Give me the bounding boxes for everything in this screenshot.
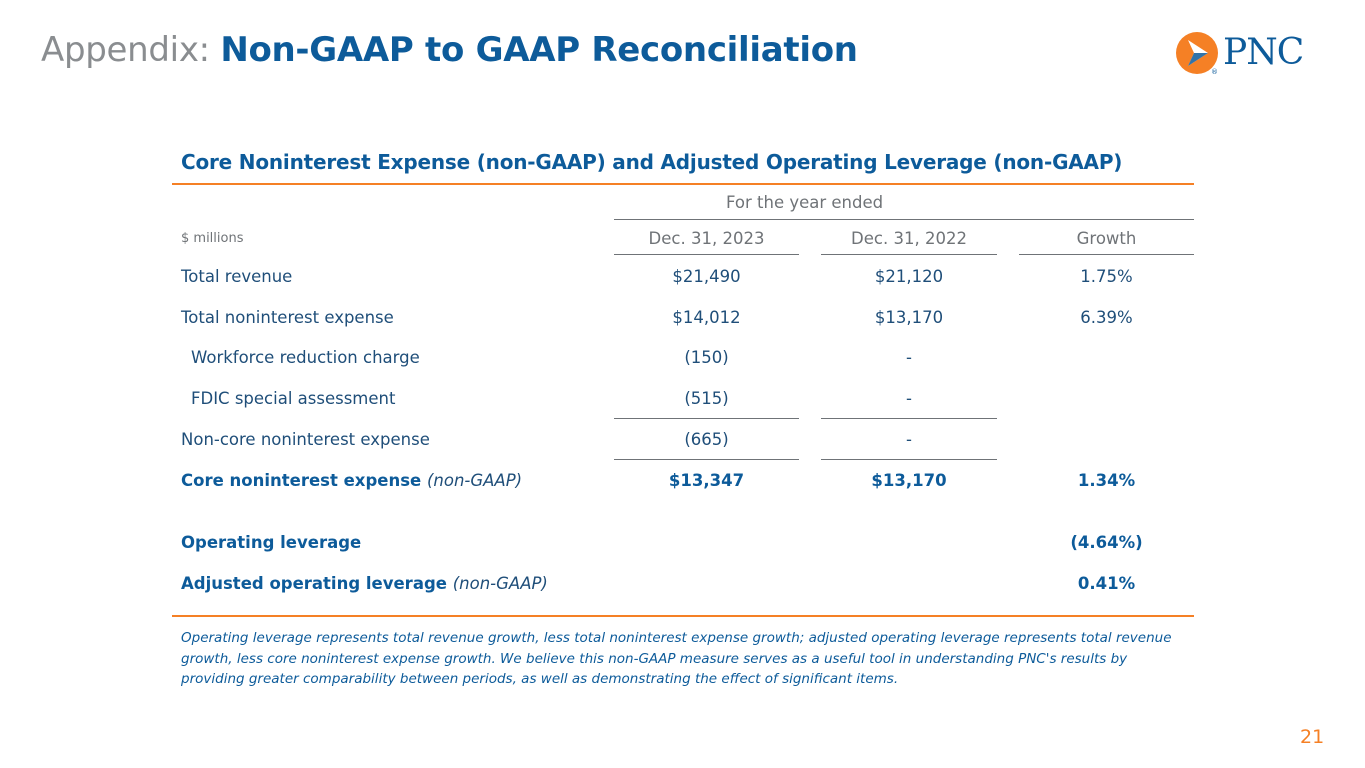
logo-wordmark: PNC xyxy=(1223,32,1304,73)
column-header-2022: Dec. 31, 2022 xyxy=(851,229,967,248)
cell-operating-leverage: (4.64%) xyxy=(1070,533,1143,552)
period-header-rule xyxy=(614,219,1194,220)
row-label-adjusted-operating-leverage: Adjusted operating leverage (non-GAAP) xyxy=(181,574,548,593)
title-prefix: Appendix: xyxy=(41,30,210,70)
total-rule-2022 xyxy=(821,459,997,460)
core-nie-qualifier: (non-GAAP) xyxy=(426,471,523,490)
cell-workforce-2023: (150) xyxy=(684,348,729,367)
cell-total-revenue-growth: 1.75% xyxy=(1080,267,1133,286)
row-label-operating-leverage: Operating leverage xyxy=(181,533,362,552)
column-header-growth: Growth xyxy=(1076,229,1137,248)
row-label-workforce-reduction: Workforce reduction charge xyxy=(191,348,420,367)
column-header-2023: Dec. 31, 2023 xyxy=(648,229,765,248)
cell-core-nie-2022: $13,170 xyxy=(871,471,947,490)
cell-core-nie-2023: $13,347 xyxy=(668,471,745,490)
logo-registered: ® xyxy=(1211,68,1218,76)
cell-workforce-2022: - xyxy=(906,348,912,367)
cell-total-revenue-2022: $21,120 xyxy=(874,267,944,286)
cell-noncore-2022: - xyxy=(906,430,912,449)
section-top-rule xyxy=(172,183,1194,185)
cell-adjusted-operating-leverage: 0.41% xyxy=(1077,574,1136,593)
units-label: $ millions xyxy=(181,231,244,246)
row-label-noncore-nie: Non-core noninterest expense xyxy=(181,430,430,449)
pnc-mark-icon xyxy=(1176,32,1218,74)
cell-fdic-2023: (515) xyxy=(684,389,729,408)
period-header: For the year ended xyxy=(726,193,884,212)
total-rule-2023 xyxy=(614,459,799,460)
row-label-total-noninterest-expense: Total noninterest expense xyxy=(181,308,394,327)
subtotal-rule-2022 xyxy=(821,418,997,419)
column-rule-growth xyxy=(1019,254,1194,255)
cell-total-nie-growth: 6.39% xyxy=(1080,308,1133,327)
footnote: Operating leverage represents total reve… xyxy=(181,630,1172,687)
column-rule-2023 xyxy=(614,254,799,255)
adj-op-lev-qualifier: (non-GAAP) xyxy=(452,574,548,593)
cell-total-revenue-2023: $21,490 xyxy=(672,267,741,286)
cell-core-nie-growth: 1.34% xyxy=(1077,471,1136,490)
page-number: 21 xyxy=(1300,726,1325,748)
cell-noncore-2023: (665) xyxy=(684,430,729,449)
page-title: Appendix: Non-GAAP to GAAP Reconciliatio… xyxy=(41,30,858,70)
cell-total-nie-2022: $13,170 xyxy=(874,308,944,327)
row-label-core-nie: Core noninterest expense (non-GAAP) xyxy=(181,471,522,490)
cell-total-nie-2023: $14,012 xyxy=(672,308,741,327)
subtotal-rule-2023 xyxy=(614,418,799,419)
title-main: Non-GAAP to GAAP Reconciliation xyxy=(220,30,858,70)
cell-fdic-2022: - xyxy=(906,389,912,408)
row-label-fdic-assessment: FDIC special assessment xyxy=(191,389,396,408)
section-title: Core Noninterest Expense (non-GAAP) and … xyxy=(181,150,1123,174)
section-bottom-rule xyxy=(172,615,1194,617)
core-nie-label: Core noninterest expense xyxy=(181,471,422,490)
row-label-total-revenue: Total revenue xyxy=(181,267,293,286)
adj-op-lev-label: Adjusted operating leverage xyxy=(181,574,447,593)
column-rule-2022 xyxy=(821,254,997,255)
pnc-logo: PNC ® xyxy=(1174,30,1330,78)
